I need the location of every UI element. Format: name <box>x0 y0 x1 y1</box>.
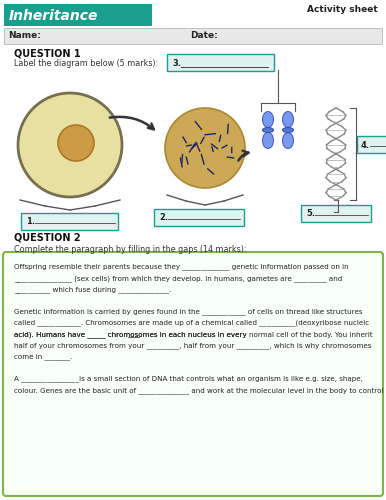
Text: QUESTION 1: QUESTION 1 <box>14 48 81 58</box>
Text: QUESTION 2: QUESTION 2 <box>14 233 81 243</box>
FancyBboxPatch shape <box>301 205 371 222</box>
Text: 4.: 4. <box>361 140 370 149</box>
Ellipse shape <box>262 112 274 128</box>
FancyBboxPatch shape <box>4 4 152 26</box>
Text: ________________ (sex cells) from which they develop. In humans, gametes are ___: ________________ (sex cells) from which … <box>14 275 342 281</box>
Text: __________ which fuse during ______________.: __________ which fuse during ___________… <box>14 286 171 293</box>
Text: Complete the paragraph by filling in the gaps (14 marks):: Complete the paragraph by filling in the… <box>14 244 247 254</box>
FancyBboxPatch shape <box>21 213 118 230</box>
FancyBboxPatch shape <box>167 54 274 71</box>
Ellipse shape <box>283 132 293 148</box>
Text: acid). Humans have _____ chromosomes in each nucleus in every normal cell of the: acid). Humans have _____ chromosomes in … <box>14 331 372 338</box>
Text: called ____________. Chromosomes are made up of a chemical called __________(deo: called ____________. Chromosomes are mad… <box>14 320 369 326</box>
Ellipse shape <box>283 128 293 132</box>
Text: Inheritance: Inheritance <box>9 9 98 23</box>
Ellipse shape <box>283 112 293 128</box>
Text: A ________________is a small section of DNA that controls what an organism is li: A ________________is a small section of … <box>14 376 363 382</box>
Text: Genetic information is carried by genes found in the ____________ of cells on th: Genetic information is carried by genes … <box>14 308 362 315</box>
Text: Date:: Date: <box>190 32 218 40</box>
FancyBboxPatch shape <box>3 252 383 496</box>
Circle shape <box>18 93 122 197</box>
Text: 3.: 3. <box>172 58 181 68</box>
FancyBboxPatch shape <box>4 28 382 44</box>
Text: 5.: 5. <box>306 210 315 218</box>
Text: colour. Genes are the basic unit of ______________ and work at the molecular lev: colour. Genes are the basic unit of ____… <box>14 387 384 394</box>
Ellipse shape <box>262 132 274 148</box>
Text: 2.: 2. <box>159 214 168 222</box>
Text: Label the diagram below (5 marks):: Label the diagram below (5 marks): <box>14 60 158 68</box>
Text: Offspring resemble their parents because they _____________ genetic information : Offspring resemble their parents because… <box>14 264 349 270</box>
Text: Name:: Name: <box>8 32 41 40</box>
FancyBboxPatch shape <box>357 136 386 153</box>
Circle shape <box>58 125 94 161</box>
Circle shape <box>165 108 245 188</box>
Text: half of your chromosomes from your _________, half from your _________, which is: half of your chromosomes from your _____… <box>14 342 371 349</box>
Text: Activity sheet: Activity sheet <box>307 6 378 15</box>
Ellipse shape <box>262 128 274 132</box>
Text: come in _______.: come in _______. <box>14 353 72 360</box>
Text: 1.: 1. <box>26 218 35 226</box>
FancyBboxPatch shape <box>154 209 244 226</box>
Text: acid). Humans have _____ chromosomes in each nucleus in every: acid). Humans have _____ chromosomes in … <box>14 331 249 338</box>
